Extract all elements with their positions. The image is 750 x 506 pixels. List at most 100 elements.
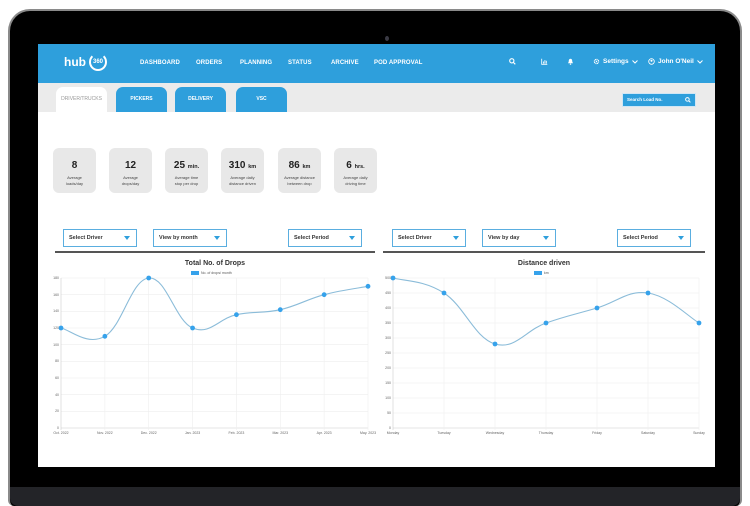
nav-planning[interactable]: PLANNING bbox=[240, 60, 273, 66]
kpi-label: Average bbox=[67, 175, 82, 180]
data-point[interactable] bbox=[594, 305, 600, 311]
camera bbox=[385, 36, 389, 41]
data-point[interactable] bbox=[58, 325, 64, 331]
select-driver-right[interactable]: Select Driver bbox=[392, 229, 466, 247]
kpi-label: between drop bbox=[287, 181, 312, 186]
laptop-base bbox=[10, 487, 740, 506]
gear-icon bbox=[593, 58, 600, 65]
select-driver-left[interactable]: Select Driver bbox=[63, 229, 137, 247]
bell-icon[interactable] bbox=[567, 58, 574, 65]
kpi-unit: km bbox=[248, 164, 257, 170]
series-line bbox=[60, 277, 369, 341]
kpi-label: Average daily bbox=[230, 175, 255, 180]
select-view-right[interactable]: View by day bbox=[482, 229, 556, 247]
data-point[interactable] bbox=[102, 333, 108, 339]
dropdown-caret-icon bbox=[349, 236, 355, 240]
dropdown-caret-icon bbox=[214, 236, 220, 240]
kpi-card-loads: 8 Average loads/day bbox=[53, 148, 96, 193]
select-value: Select Period bbox=[623, 235, 658, 241]
user-menu[interactable]: John O'Neil bbox=[648, 58, 703, 65]
chevron-down-icon bbox=[697, 59, 703, 64]
y-tick-label: 0 bbox=[57, 426, 59, 430]
x-tick-label: Saturday bbox=[640, 431, 655, 435]
kpi-label: loads/day bbox=[65, 181, 84, 186]
chart-legend-distance[interactable]: km bbox=[534, 271, 549, 275]
data-point[interactable] bbox=[441, 290, 447, 296]
nav-pod-approval[interactable]: POD APPROVAL bbox=[374, 60, 423, 66]
chart-icon[interactable] bbox=[541, 58, 548, 65]
search-icon bbox=[685, 97, 691, 103]
select-period-left[interactable]: Select Period bbox=[288, 229, 362, 247]
nav-status[interactable]: STATUS bbox=[288, 60, 312, 66]
search-icon[interactable] bbox=[509, 58, 516, 65]
y-tick-label: 20 bbox=[55, 409, 59, 414]
kpi-label: driving time bbox=[345, 181, 366, 186]
select-value: View by month bbox=[159, 235, 198, 241]
kpi-label: Average distance bbox=[284, 175, 315, 180]
data-point[interactable] bbox=[146, 275, 152, 281]
y-tick-label: 350 bbox=[385, 321, 391, 325]
data-point[interactable] bbox=[190, 325, 195, 331]
y-tick-label: 80 bbox=[55, 359, 59, 364]
search-load-input[interactable]: Search Load No. bbox=[622, 93, 696, 107]
y-tick-label: 120 bbox=[53, 326, 59, 330]
tab-delivery[interactable]: DELIVERY bbox=[175, 87, 226, 112]
select-value: Select Period bbox=[294, 235, 329, 241]
x-tick-label: Sunday bbox=[693, 431, 705, 435]
kpi-label: Average time bbox=[174, 175, 199, 180]
select-period-right[interactable]: Select Period bbox=[617, 229, 691, 247]
logo-text: hub bbox=[64, 55, 86, 69]
logo-badge: 360 bbox=[89, 53, 107, 71]
x-tick-label: Wednesday bbox=[485, 431, 505, 435]
data-point[interactable] bbox=[365, 283, 371, 289]
data-point[interactable] bbox=[321, 292, 327, 298]
data-point[interactable] bbox=[645, 290, 651, 296]
y-tick-label: 100 bbox=[385, 396, 391, 400]
select-value: View by day bbox=[488, 235, 520, 241]
dropdown-caret-icon bbox=[453, 236, 459, 240]
tab-vsc[interactable]: VSC bbox=[236, 87, 287, 112]
x-tick-label: Apr. 2023 bbox=[316, 431, 332, 435]
legend-swatch bbox=[191, 271, 199, 275]
legend-label: No. of drops/ month bbox=[201, 271, 232, 275]
data-point[interactable] bbox=[390, 275, 396, 281]
select-value: Select Driver bbox=[398, 235, 432, 241]
nav-dashboard[interactable]: DASHBOARD bbox=[140, 60, 180, 66]
kpi-unit: hrs. bbox=[354, 164, 365, 170]
x-tick-label: Dec. 2022 bbox=[140, 431, 157, 435]
nav-archive[interactable]: ARCHIVE bbox=[331, 60, 359, 66]
hub360-logo[interactable]: hub 360 bbox=[64, 53, 107, 71]
legend-label: km bbox=[544, 271, 549, 275]
kpi-value: 25 bbox=[173, 160, 186, 171]
data-point[interactable] bbox=[277, 307, 283, 313]
x-tick-label: Friday bbox=[592, 431, 602, 435]
y-tick-label: 40 bbox=[55, 392, 59, 397]
y-tick-label: 400 bbox=[385, 306, 391, 310]
x-tick-label: Mar. 2023 bbox=[272, 431, 289, 435]
kpi-label: drops/day bbox=[121, 181, 140, 186]
settings-label: Settings bbox=[603, 58, 629, 65]
kpi-label: distance driven bbox=[229, 181, 256, 186]
tab-pickers[interactable]: PICKERS bbox=[116, 87, 167, 112]
kpi-unit: km bbox=[302, 164, 311, 170]
chart-title-distance: Distance driven bbox=[517, 260, 571, 267]
kpi-value: 86 bbox=[288, 160, 300, 171]
select-view-left[interactable]: View by month bbox=[153, 229, 227, 247]
dropdown-caret-icon bbox=[124, 236, 130, 240]
data-point[interactable] bbox=[543, 320, 549, 326]
kpi-value: 6 bbox=[346, 160, 352, 171]
nav-orders[interactable]: ORDERS bbox=[196, 60, 223, 66]
data-point[interactable] bbox=[234, 312, 239, 318]
kpi-card-stop-time: 25 min. Average time stop per drop bbox=[165, 148, 208, 193]
settings-menu[interactable]: Settings bbox=[593, 58, 638, 65]
y-tick-label: 200 bbox=[385, 366, 391, 370]
chart-legend-drops[interactable]: No. of drops/ month bbox=[191, 271, 232, 275]
y-tick-label: 300 bbox=[385, 336, 391, 340]
data-point[interactable] bbox=[492, 341, 498, 347]
x-tick-label: Nov. 2022 bbox=[96, 431, 113, 435]
tab-driver-trucks[interactable]: DRIVER/TRUCKS bbox=[56, 87, 107, 112]
data-point[interactable] bbox=[696, 320, 702, 326]
kpi-card-distance-between-drop: 86 km Average distance between drop bbox=[278, 148, 321, 193]
line-chart-distance bbox=[390, 275, 702, 430]
kpi-unit: min. bbox=[187, 164, 200, 170]
